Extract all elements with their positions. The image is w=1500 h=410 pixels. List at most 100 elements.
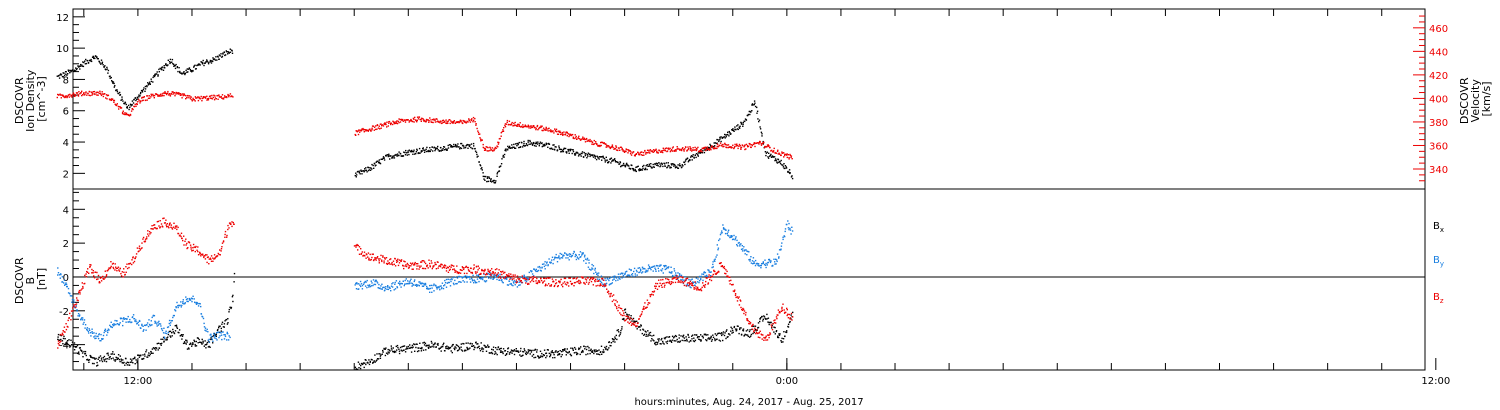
- point-bx: [709, 337, 711, 339]
- point-bz: [527, 283, 529, 285]
- point-bx: [683, 339, 685, 342]
- point-ion-density: [81, 64, 83, 66]
- point-ion-density: [420, 150, 423, 152]
- point-bz: [507, 275, 509, 277]
- point-bx: [440, 346, 442, 348]
- point-bx: [127, 361, 130, 364]
- point-bz: [412, 262, 414, 264]
- point-ion-density: [373, 163, 376, 165]
- point-by: [634, 275, 637, 277]
- point-bz: [559, 281, 561, 284]
- point-bx: [570, 354, 573, 357]
- point-by: [639, 268, 642, 270]
- point-ion-density: [535, 142, 538, 144]
- point-bz: [538, 280, 541, 282]
- point-ion-density: [684, 160, 687, 162]
- point-ion-density: [98, 61, 101, 63]
- point-by: [63, 282, 65, 284]
- point-bx: [207, 346, 210, 348]
- point-ion-density: [511, 147, 513, 149]
- point-bx: [556, 351, 558, 353]
- point-velocity: [644, 149, 646, 152]
- point-by: [100, 340, 102, 342]
- point-ion-density: [150, 80, 153, 83]
- point-velocity: [698, 150, 700, 152]
- point-bx: [694, 339, 697, 341]
- point-by: [80, 319, 82, 321]
- point-bx: [759, 320, 761, 323]
- point-by: [731, 235, 733, 237]
- point-by: [742, 248, 744, 250]
- point-bx: [497, 346, 500, 348]
- point-ion-density: [730, 133, 732, 135]
- point-ion-density: [652, 163, 654, 166]
- point-bx: [455, 347, 457, 349]
- point-velocity: [772, 151, 774, 153]
- point-velocity: [404, 121, 407, 123]
- point-ion-density: [377, 162, 380, 164]
- point-velocity: [175, 91, 177, 94]
- point-by: [488, 277, 490, 279]
- point-bx: [755, 330, 757, 332]
- point-bz: [121, 271, 123, 273]
- point-by: [364, 280, 366, 283]
- point-bx: [777, 336, 779, 339]
- point-by: [660, 269, 662, 271]
- point-bz: [539, 281, 541, 284]
- point-ion-density: [79, 68, 81, 70]
- point-bx: [409, 347, 411, 349]
- point-by: [775, 259, 778, 261]
- point-by: [706, 274, 708, 277]
- point-bx: [750, 333, 753, 336]
- point-by: [630, 269, 632, 272]
- point-by: [560, 257, 562, 259]
- point-velocity: [153, 94, 156, 97]
- point-velocity: [433, 118, 435, 120]
- point-velocity: [62, 94, 64, 96]
- point-bz: [548, 277, 550, 279]
- point-ion-density: [191, 71, 193, 73]
- point-bz: [477, 269, 479, 271]
- point-by: [192, 295, 194, 297]
- point-velocity: [559, 130, 561, 132]
- point-by: [364, 285, 367, 287]
- point-bz: [210, 255, 213, 257]
- point-velocity: [747, 146, 749, 148]
- point-velocity: [409, 120, 411, 122]
- point-by: [576, 256, 578, 258]
- point-velocity: [523, 125, 526, 128]
- point-velocity: [469, 121, 472, 123]
- point-by: [620, 272, 623, 274]
- point-velocity: [453, 121, 455, 123]
- point-ion-density: [552, 144, 554, 146]
- point-by: [172, 316, 174, 319]
- point-ion-density: [107, 69, 110, 72]
- point-bx: [362, 363, 364, 365]
- point-ion-density: [355, 176, 357, 178]
- point-bz: [606, 291, 609, 293]
- point-bx: [180, 334, 183, 336]
- point-velocity: [682, 147, 684, 149]
- point-by: [445, 278, 448, 281]
- point-velocity: [550, 129, 552, 131]
- point-ion-density: [754, 102, 756, 104]
- point-by: [511, 284, 513, 286]
- point-bx: [112, 357, 114, 359]
- point-ion-density: [377, 160, 379, 162]
- point-bx: [385, 352, 388, 354]
- point-bx: [525, 353, 528, 356]
- point-bx: [112, 351, 114, 353]
- point-bz: [565, 284, 568, 286]
- point-bx: [771, 324, 773, 327]
- point-velocity: [578, 138, 581, 140]
- point-velocity: [673, 150, 675, 152]
- point-velocity: [224, 95, 226, 97]
- point-bx: [458, 347, 461, 349]
- point-bx: [73, 345, 75, 348]
- point-velocity: [568, 133, 570, 135]
- point-bz: [146, 236, 148, 238]
- point-velocity: [466, 120, 468, 123]
- point-ion-density: [621, 164, 624, 167]
- point-bx: [361, 362, 363, 365]
- point-by: [405, 278, 407, 280]
